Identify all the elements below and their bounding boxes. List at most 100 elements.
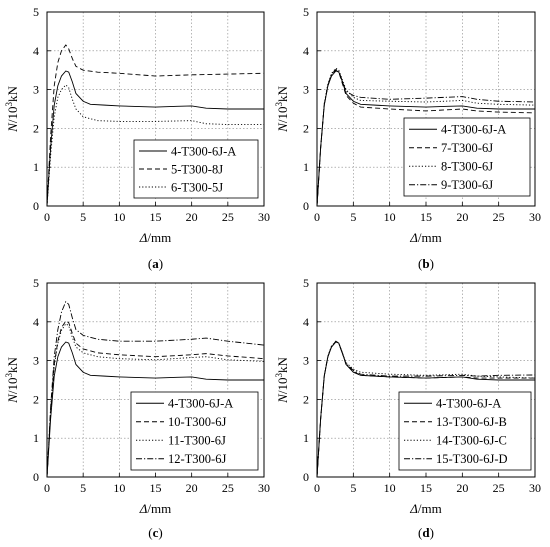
plot-frame — [46, 11, 265, 207]
y-axis-title: N/103kN — [4, 86, 20, 133]
legend-box — [398, 391, 532, 471]
series-line-12-T300-6J — [46, 300, 265, 478]
x-tick-label: 5 — [80, 481, 86, 495]
x-tick-label: 15 — [420, 210, 432, 224]
y-tick-label: 5 — [303, 5, 309, 19]
legend-entry: 4-T300-6J-A — [441, 123, 506, 137]
plot-frame — [46, 282, 265, 478]
y-tick-label: 1 — [303, 160, 309, 174]
x-tick-label: 20 — [186, 481, 198, 495]
series-line-4-T300-6J-A — [46, 70, 264, 207]
x-axis-title: Δ/mm — [139, 501, 171, 516]
legend: 4-T300-6J-A 7-T300-6J 8-T300-6J 9-T300-6J — [403, 117, 531, 197]
legend-entry: 4-T300-6J-A — [436, 397, 501, 411]
plot-frame — [316, 11, 536, 207]
legend-entry: 14-T300-6J-C — [436, 434, 507, 448]
legend-entry: 9-T300-6J — [441, 178, 493, 192]
legend-entry: 11-T300-6J — [168, 434, 226, 448]
x-tick-label: 10 — [384, 210, 396, 224]
legend-entry: 12-T300-6J — [168, 452, 226, 466]
x-tick-label: 25 — [222, 210, 234, 224]
series-line-15-T300-6J-D — [316, 341, 536, 478]
panel-caption: (b) — [418, 256, 434, 271]
x-tick-label: 30 — [529, 210, 541, 224]
chart-panel-b: 0 5 10 15 20 25 30 0 1 2 3 4 5 4-T300-6J-A 7-T300-6J 8-… — [274, 5, 541, 271]
series-line-11-T300-6J — [46, 323, 265, 478]
x-tick-label: 15 — [420, 481, 432, 495]
y-tick-label: 0 — [303, 470, 309, 484]
legend-entry: 5-T300-8J — [171, 162, 223, 176]
y-tick-label: 4 — [303, 315, 309, 329]
plot-frame — [316, 282, 536, 478]
x-tick-label: 15 — [150, 210, 162, 224]
y-tick-label: 3 — [33, 354, 39, 368]
x-tick-label: 0 — [314, 481, 320, 495]
legend-entry: 8-T300-6J — [441, 160, 493, 174]
chart-panel-d: 0 5 10 15 20 25 30 0 1 2 3 4 5 4-T300-6J-A 13-T300-6J-… — [274, 276, 541, 540]
x-tick-label: 20 — [456, 481, 468, 495]
y-tick-label: 2 — [33, 121, 39, 135]
y-tick-label: 2 — [303, 392, 309, 406]
y-tick-label: 0 — [33, 470, 39, 484]
y-tick-label: 4 — [33, 315, 39, 329]
y-tick-label: 4 — [303, 44, 309, 58]
legend-entry: 6-T300-5J — [171, 180, 223, 194]
y-tick-label: 3 — [303, 354, 309, 368]
chart-panel-a: 0 5 10 15 20 25 30 0 1 2 3 4 5 4-T300-6J-A 5-T300-8J 6-… — [4, 5, 270, 271]
panel-caption: (d) — [418, 525, 434, 540]
x-axis-title: Δ/mm — [409, 230, 441, 245]
x-tick-label: 30 — [258, 210, 270, 224]
x-tick-label: 0 — [44, 481, 50, 495]
x-tick-label: 20 — [186, 210, 198, 224]
y-tick-label: 1 — [303, 431, 309, 445]
y-tick-label: 3 — [303, 83, 309, 97]
y-axis-title: N/103kN — [274, 357, 290, 404]
panel-caption: (c) — [148, 525, 162, 540]
x-tick-label: 10 — [113, 210, 125, 224]
chart-panel-c: 0 5 10 15 20 25 30 0 1 2 3 4 5 4-T300-6J-A 10-T300-6J 1… — [4, 276, 270, 540]
legend-entry: 13-T300-6J-B — [436, 415, 507, 429]
legend-entry: 7-T300-6J — [441, 141, 493, 155]
x-tick-label: 5 — [350, 210, 356, 224]
panel-caption: (a) — [148, 256, 163, 271]
y-tick-label: 0 — [33, 199, 39, 213]
legend: 4-T300-6J-A 5-T300-8J 6-T300-5J — [133, 139, 259, 199]
x-tick-label: 10 — [113, 481, 125, 495]
legend-entry: 10-T300-6J — [168, 415, 226, 429]
y-tick-label: 2 — [33, 392, 39, 406]
legend-box — [133, 139, 259, 199]
x-tick-label: 10 — [384, 481, 396, 495]
x-tick-label: 30 — [529, 481, 541, 495]
series-line-4-T300-6J-A — [46, 341, 264, 478]
legend: 4-T300-6J-A 10-T300-6J 11-T300-6J 12-T300-6… — [130, 391, 259, 471]
y-axis-title: N/103kN — [4, 357, 20, 404]
x-tick-label: 0 — [44, 210, 50, 224]
x-tick-label: 25 — [222, 481, 234, 495]
x-tick-label: 0 — [314, 210, 320, 224]
x-axis-title: Δ/mm — [139, 230, 171, 245]
x-tick-label: 15 — [150, 481, 162, 495]
x-tick-label: 25 — [493, 481, 505, 495]
x-tick-label: 30 — [258, 481, 270, 495]
y-tick-label: 5 — [303, 276, 309, 290]
legend-entry: 4-T300-6J-A — [171, 144, 236, 158]
legend: 4-T300-6J-A 13-T300-6J-B 14-T300-6J-C 15-T3… — [398, 391, 532, 471]
y-axis-title: N/103kN — [274, 86, 290, 133]
y-tick-label: 4 — [33, 44, 39, 58]
y-tick-label: 1 — [33, 431, 39, 445]
legend-box — [130, 391, 259, 471]
x-tick-label: 25 — [493, 210, 505, 224]
legend-box — [403, 117, 531, 197]
series-line-6-T300-5J — [46, 84, 264, 207]
y-tick-label: 2 — [303, 121, 309, 135]
series-line-5-T300-8J — [46, 44, 265, 207]
x-axis-title: Δ/mm — [409, 501, 441, 516]
x-tick-label: 5 — [350, 481, 356, 495]
y-tick-label: 0 — [303, 199, 309, 213]
y-tick-label: 5 — [33, 276, 39, 290]
legend-entry: 4-T300-6J-A — [168, 397, 233, 411]
x-tick-label: 5 — [80, 210, 86, 224]
x-tick-label: 20 — [456, 210, 468, 224]
series-line-9-T300-6J — [316, 68, 536, 207]
